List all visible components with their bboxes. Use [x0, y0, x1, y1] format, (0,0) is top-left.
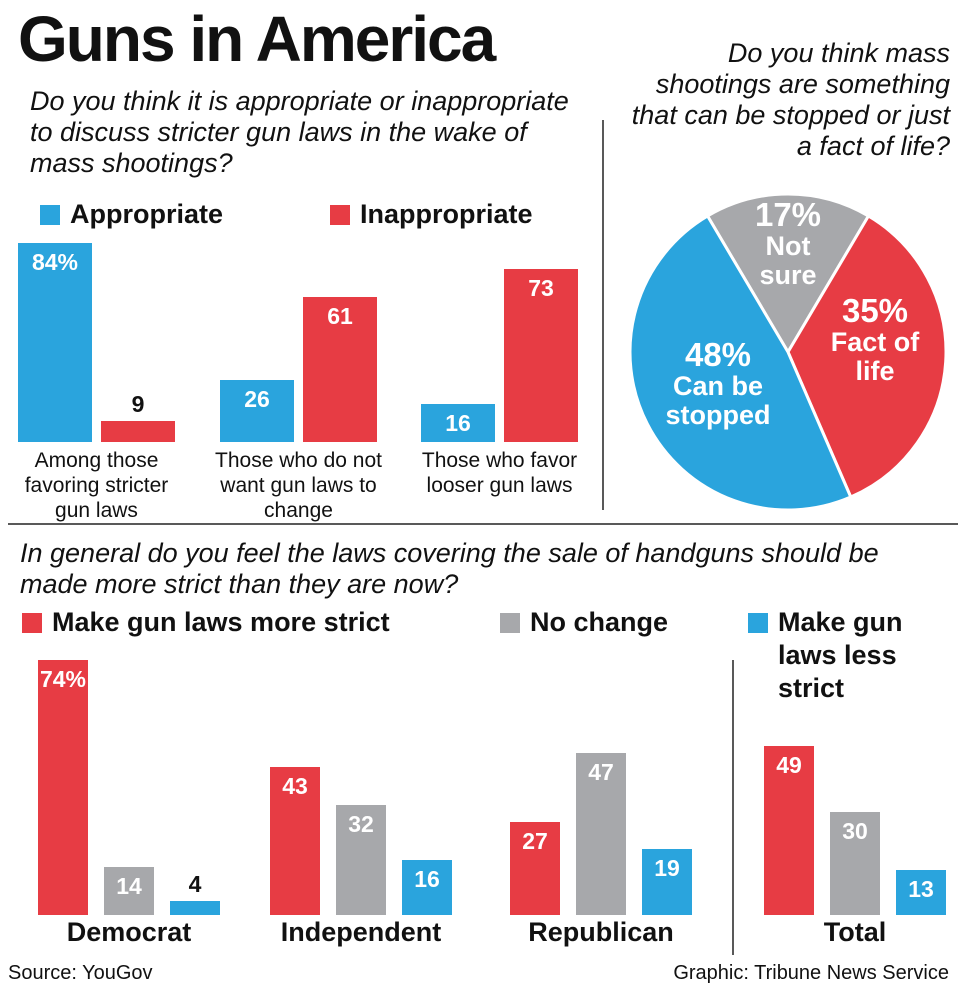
bar	[764, 745, 814, 915]
source: Source: YouGov	[8, 962, 153, 984]
pie-label: Can be stopped	[665, 371, 771, 430]
value-label: 30	[842, 817, 868, 844]
credit: Graphic: Tribune News Service	[673, 962, 949, 984]
bar	[830, 811, 880, 915]
chart-title: Do you think it is appropriate or inappr…	[30, 86, 569, 178]
pie-label: Not sure	[759, 231, 817, 290]
bar	[38, 659, 88, 915]
pie-slice	[786, 213, 948, 499]
legend-swatch	[330, 205, 350, 225]
value-label: 19	[654, 855, 680, 882]
pie-value-label: 17%	[754, 196, 822, 233]
bar	[642, 849, 692, 915]
bar	[336, 804, 386, 915]
category-label: Those who do not want gun laws to change	[215, 449, 382, 522]
value-label: 16	[414, 865, 440, 892]
bar	[101, 420, 175, 442]
bar	[104, 866, 154, 915]
legend-label: Appropriate	[70, 199, 224, 229]
legend-swatch	[748, 613, 768, 633]
bar	[510, 821, 560, 915]
value-label: 43	[282, 772, 308, 799]
value-label: 13	[908, 876, 934, 903]
chart-title: Do you think mass shootings are somethin…	[631, 38, 950, 161]
bar	[220, 380, 294, 442]
category-label: Republican	[528, 917, 674, 947]
category-label: Total	[823, 917, 887, 947]
pie-slice	[705, 192, 871, 355]
bar	[402, 859, 452, 915]
category-label: Democrat	[66, 917, 192, 947]
value-label: 9	[131, 390, 145, 417]
bar	[303, 297, 377, 442]
legend-label: Make gun laws less strict	[778, 607, 903, 703]
bar	[170, 901, 220, 915]
bar	[18, 242, 92, 442]
category-label: Independent	[280, 917, 442, 947]
bar	[270, 766, 320, 915]
chart-title: In general do you feel the laws covering…	[20, 538, 879, 599]
legend-swatch	[40, 205, 60, 225]
category-label: Those who favor looser gun laws	[421, 449, 578, 497]
legend-label: Make gun laws more strict	[52, 607, 390, 637]
pie-value-label: 35%	[841, 292, 909, 329]
pie-value-label: 48%	[684, 336, 752, 373]
bar	[421, 404, 495, 442]
value-label: 84%	[31, 248, 79, 275]
value-label: 73	[528, 274, 554, 301]
value-label: 49	[776, 751, 802, 778]
title: Guns in America	[18, 3, 496, 75]
value-label: 61	[327, 303, 353, 330]
category-label: Among those favoring stricter gun laws	[24, 449, 169, 522]
value-label: 74%	[39, 665, 87, 692]
bar	[504, 268, 578, 442]
value-label: 16	[445, 410, 471, 437]
value-label: 32	[348, 810, 374, 837]
legend-label: Inappropriate	[360, 199, 533, 229]
value-label: 27	[522, 827, 548, 854]
legend-label: No change	[530, 607, 669, 637]
pie-slice	[628, 213, 853, 512]
bar	[576, 752, 626, 915]
legend-swatch	[22, 613, 42, 633]
value-label: 47	[588, 758, 614, 785]
bar	[896, 870, 946, 915]
value-label: 14	[116, 872, 142, 899]
value-label: 26	[244, 386, 270, 413]
legend-swatch	[500, 613, 520, 633]
value-label: 4	[188, 871, 202, 898]
pie-label: Fact of life	[830, 327, 920, 386]
